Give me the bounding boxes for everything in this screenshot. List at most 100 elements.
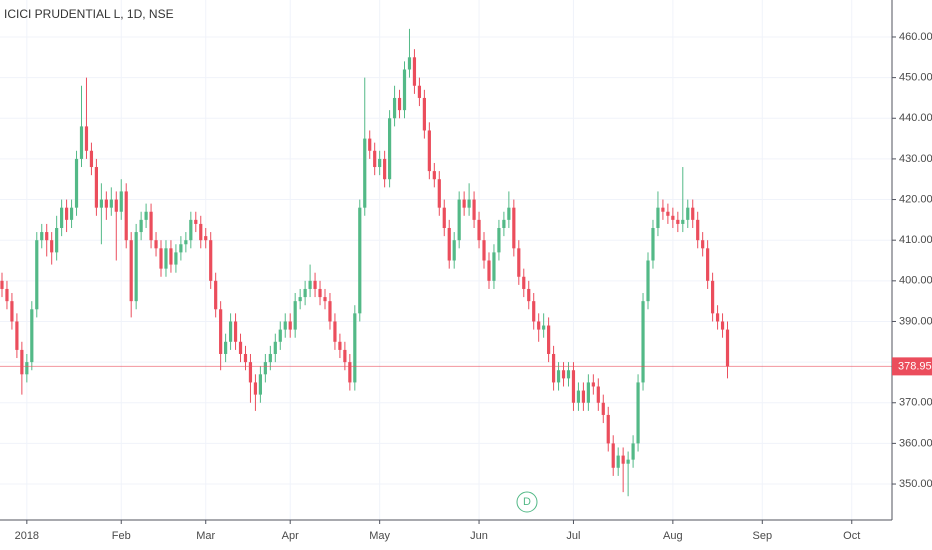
candle-body <box>10 301 14 322</box>
candle-body <box>591 382 595 387</box>
candle-body <box>482 240 486 261</box>
candle-body <box>243 353 248 363</box>
candle-body <box>586 382 590 403</box>
candle-body <box>333 321 337 342</box>
candle-body <box>25 362 29 375</box>
candle-body <box>666 211 670 216</box>
candle-body <box>412 57 417 86</box>
candle-body <box>512 207 516 249</box>
candle-body <box>373 150 377 168</box>
candle-body <box>204 236 208 241</box>
candle-body <box>45 232 49 241</box>
chart-title: ICICI PRUDENTIAL L, 1D, NSE <box>4 7 174 21</box>
candle-body <box>119 191 123 212</box>
x-tick-label: May <box>369 530 390 542</box>
dividend-marker-label[interactable]: D <box>523 496 531 508</box>
candle-body <box>134 232 138 302</box>
y-tick-label: 390.00 <box>899 315 932 327</box>
candle-body <box>442 207 446 228</box>
candle-body <box>397 97 402 111</box>
candle-body <box>601 402 605 415</box>
candle-body <box>616 455 620 468</box>
candle-body <box>194 219 198 224</box>
candle-body <box>40 232 44 241</box>
candle-body <box>50 240 54 253</box>
x-tick-label: Jun <box>470 530 488 542</box>
grid <box>0 0 892 520</box>
candle-body <box>502 219 506 228</box>
candle-body <box>139 219 143 233</box>
candle-body <box>5 288 9 302</box>
candle-body <box>233 321 238 342</box>
candle-body <box>383 158 387 180</box>
candle-body <box>407 57 412 70</box>
candle-body <box>258 374 262 395</box>
candle-body <box>497 227 501 253</box>
candle-body <box>363 138 367 208</box>
candle-body <box>571 370 576 403</box>
x-tick-label: Oct <box>843 530 860 542</box>
candle-body <box>437 179 441 208</box>
candle-body <box>522 276 526 289</box>
candle-body <box>487 260 491 281</box>
y-tick-label: 410.00 <box>899 234 932 246</box>
candle-body <box>99 199 103 208</box>
candle-body <box>338 341 342 350</box>
candle-body <box>303 288 307 298</box>
candle-body <box>179 244 183 253</box>
candle-body <box>79 126 84 159</box>
candle-body <box>671 215 675 220</box>
candle-body <box>174 252 178 265</box>
candle-body <box>129 240 133 302</box>
candle-body <box>0 280 4 289</box>
candle-body <box>467 199 471 208</box>
x-tick-label: Apr <box>282 530 299 542</box>
candle-body <box>626 459 630 464</box>
candle-body <box>84 126 89 151</box>
candle-body <box>556 370 561 383</box>
x-tick-label: Aug <box>663 530 683 542</box>
last-price-label: 378.95 <box>898 360 932 372</box>
candle-body <box>60 207 64 228</box>
candle-body <box>224 341 228 354</box>
candle-body <box>452 240 456 261</box>
candle-body <box>144 211 148 220</box>
candle-body <box>348 362 352 383</box>
candle-body <box>184 240 188 245</box>
last-price-badge <box>892 357 932 376</box>
candle-body <box>696 219 700 241</box>
candle-body <box>432 171 436 180</box>
candle-body <box>238 341 243 354</box>
candle-body <box>298 297 302 302</box>
x-tick-label: Feb <box>112 530 131 542</box>
candle-body <box>288 321 292 330</box>
candle-body <box>149 211 153 241</box>
y-tick-label: 460.00 <box>899 31 932 43</box>
candle-body <box>15 321 19 350</box>
candle-body <box>64 207 69 220</box>
candle-body <box>686 207 690 220</box>
candle-body <box>69 207 74 220</box>
y-tick-label: 450.00 <box>899 72 932 84</box>
candle-body <box>621 455 625 464</box>
candle-body <box>661 207 665 212</box>
candle-body <box>427 130 431 172</box>
candle-body <box>576 390 581 403</box>
dividend-marker[interactable] <box>516 491 538 513</box>
candle-body <box>691 207 695 220</box>
candle-body <box>417 85 422 98</box>
candle-body <box>159 248 163 269</box>
y-tick-label: 420.00 <box>899 193 932 205</box>
candle-body <box>402 69 407 111</box>
y-tick-label: 350.00 <box>899 478 932 490</box>
candle-body <box>253 382 258 395</box>
candle-body <box>646 260 650 302</box>
candle-body <box>154 240 158 249</box>
candle-body <box>358 207 362 314</box>
candle-body <box>392 97 397 119</box>
candle-body <box>104 199 108 208</box>
candle-body <box>676 219 680 224</box>
candle-body <box>30 309 34 363</box>
